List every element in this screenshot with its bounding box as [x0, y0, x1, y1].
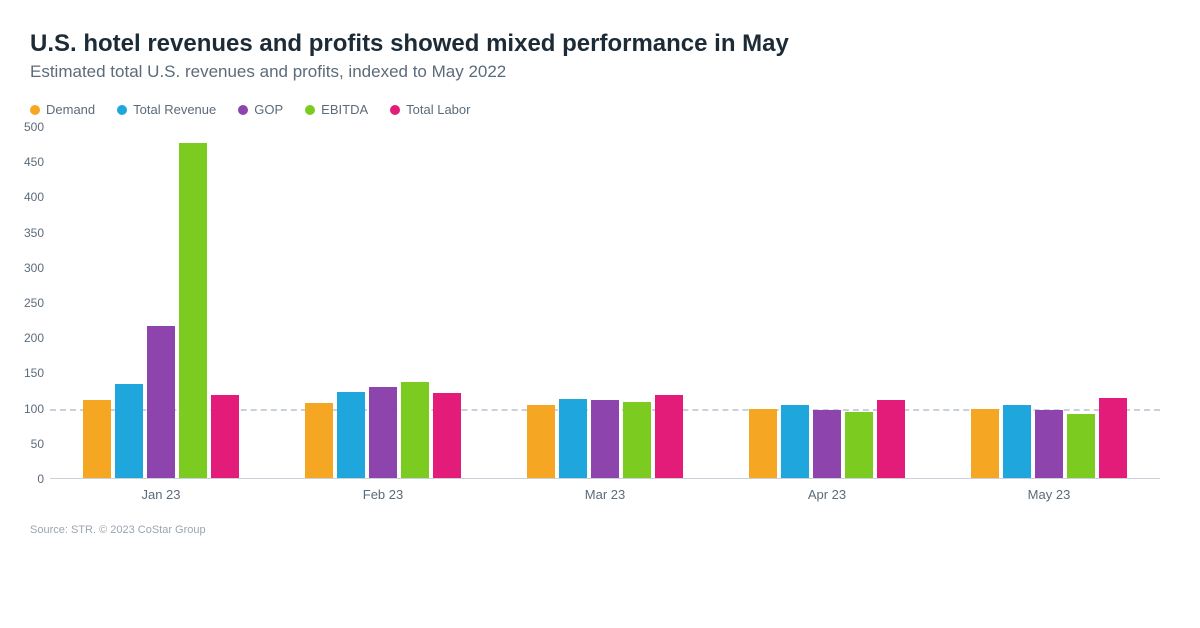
x-tick-label: May 23	[938, 487, 1160, 502]
legend-label: EBITDA	[321, 102, 368, 117]
plot: 050100150200250300350400450500	[50, 127, 1160, 479]
bar	[655, 395, 683, 479]
legend-label: Total Labor	[406, 102, 470, 117]
bar	[591, 400, 619, 479]
bar	[749, 409, 777, 479]
legend-item: EBITDA	[305, 102, 368, 117]
y-tick-label: 150	[24, 366, 50, 380]
legend-label: Demand	[46, 102, 95, 117]
plot-area: 050100150200250300350400450500 Jan 23Feb…	[50, 127, 1170, 502]
chart-subtitle: Estimated total U.S. revenues and profit…	[30, 62, 1170, 82]
bar	[1035, 410, 1063, 479]
bar-group	[272, 127, 494, 479]
chart-container: U.S. hotel revenues and profits showed m…	[0, 0, 1200, 628]
y-tick-label: 50	[31, 437, 50, 451]
bar	[1099, 398, 1127, 479]
y-tick-label: 350	[24, 226, 50, 240]
bar	[781, 405, 809, 479]
y-tick-label: 450	[24, 155, 50, 169]
chart-title: U.S. hotel revenues and profits showed m…	[30, 30, 1170, 58]
bar	[877, 400, 905, 479]
legend-item: Total Labor	[390, 102, 470, 117]
bars	[83, 127, 239, 479]
x-tick-label: Feb 23	[272, 487, 494, 502]
legend-swatch	[238, 105, 248, 115]
legend-swatch	[30, 105, 40, 115]
bar-group	[50, 127, 272, 479]
bar	[971, 409, 999, 479]
y-tick-label: 100	[24, 402, 50, 416]
bar	[1003, 405, 1031, 479]
source-attribution: Source: STR. © 2023 CoStar Group	[30, 524, 1170, 536]
bar	[305, 403, 333, 479]
bar	[83, 400, 111, 479]
bar	[179, 143, 207, 480]
y-tick-label: 0	[37, 472, 50, 486]
legend-swatch	[305, 105, 315, 115]
legend: Demand Total Revenue GOP EBITDA Total Labor	[30, 102, 1170, 117]
bar	[337, 392, 365, 479]
y-tick-label: 200	[24, 331, 50, 345]
bar-group	[938, 127, 1160, 479]
bar	[147, 326, 175, 479]
legend-swatch	[117, 105, 127, 115]
y-tick-label: 500	[24, 120, 50, 134]
bars	[305, 127, 461, 479]
legend-label: Total Revenue	[133, 102, 216, 117]
x-axis-labels: Jan 23Feb 23Mar 23Apr 23May 23	[50, 487, 1160, 502]
legend-label: GOP	[254, 102, 283, 117]
bar	[401, 382, 429, 479]
bar	[1067, 414, 1095, 479]
bar-group	[494, 127, 716, 479]
bar-group	[716, 127, 938, 479]
bar	[845, 412, 873, 479]
x-baseline	[50, 478, 1160, 479]
bar	[433, 393, 461, 479]
bars	[749, 127, 905, 479]
bar-groups	[50, 127, 1160, 479]
y-tick-label: 300	[24, 261, 50, 275]
bar	[211, 395, 239, 479]
x-tick-label: Jan 23	[50, 487, 272, 502]
bar	[559, 399, 587, 479]
x-tick-label: Mar 23	[494, 487, 716, 502]
x-tick-label: Apr 23	[716, 487, 938, 502]
legend-item: GOP	[238, 102, 283, 117]
bar	[369, 387, 397, 479]
legend-item: Total Revenue	[117, 102, 216, 117]
bars	[527, 127, 683, 479]
y-tick-label: 250	[24, 296, 50, 310]
legend-swatch	[390, 105, 400, 115]
bar	[527, 405, 555, 479]
y-tick-label: 400	[24, 190, 50, 204]
bar	[115, 384, 143, 479]
legend-item: Demand	[30, 102, 95, 117]
bar	[623, 402, 651, 479]
bar	[813, 410, 841, 479]
bars	[971, 127, 1127, 479]
